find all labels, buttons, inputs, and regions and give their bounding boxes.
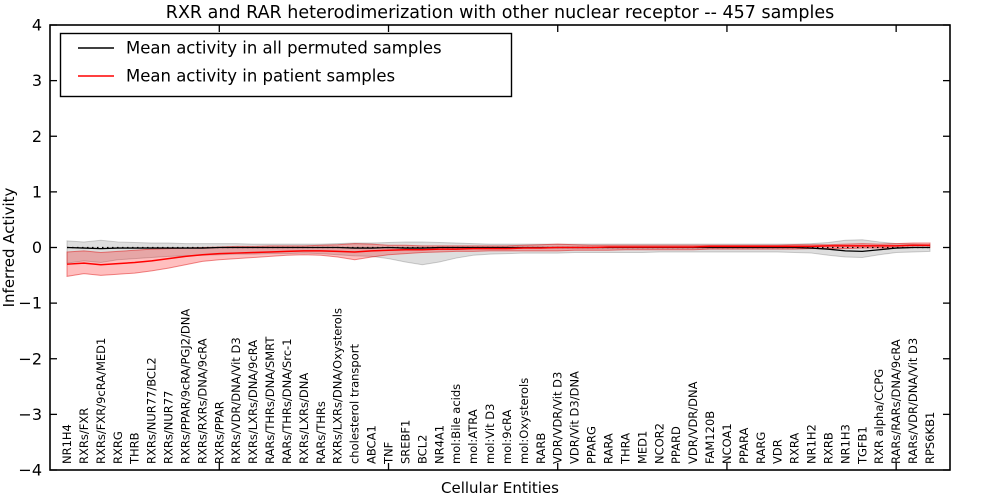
y-tick-label: −3	[18, 405, 42, 424]
x-category-label: RXRs/FXR	[77, 408, 91, 464]
x-category-label: RARs/VDR/DNA/Vit D3	[906, 338, 920, 464]
y-tick-label: 0	[32, 238, 42, 257]
y-tick-label: −1	[18, 294, 42, 313]
x-category-label: FAM120B	[703, 411, 717, 464]
x-category-label: RXRs/FXR/9cRA/MED1	[94, 338, 108, 464]
x-category-label: RARA	[601, 433, 615, 464]
x-category-label: NR1H3	[838, 424, 852, 464]
series-line	[66, 246, 930, 253]
y-tick-label: −4	[18, 461, 42, 480]
x-category-label: RXR alpha/CCPG	[872, 369, 886, 464]
x-category-label: RARs/THRs/DNA/SMRT	[263, 336, 277, 464]
x-category-label: NR1H2	[805, 424, 819, 464]
x-category-label: RXRs/VDR/DNA/Vit D3	[229, 337, 243, 464]
y-tick-label: 4	[32, 16, 42, 35]
x-category-label: RARs/THRs	[314, 401, 328, 464]
x-category-label: NR4A1	[432, 425, 446, 464]
legend-label-patient: Mean activity in patient samples	[126, 67, 395, 86]
x-category-label: RXRG	[111, 431, 125, 464]
x-category-label: mol:Vit D3	[483, 404, 497, 464]
y-tick-label: 3	[32, 71, 42, 90]
x-category-label: RARs/THRs/DNA/Src-1	[280, 338, 294, 464]
legend-label-permuted: Mean activity in all permuted samples	[126, 39, 442, 58]
x-category-label: RXRB	[821, 432, 835, 464]
y-axis-label: Inferred Activity	[0, 187, 18, 307]
x-category-label: RXRs/LXRs/DNA	[297, 373, 311, 464]
x-category-label: mol:ATRA	[466, 409, 480, 464]
x-category-label: SREBF1	[398, 420, 412, 464]
x-category-label: TGFB1	[855, 426, 869, 465]
x-category-label: RXRs/NUR77	[162, 391, 176, 464]
x-category-label: RXRs/LXRs/DNA/Oxysterols	[331, 308, 345, 464]
x-category-label: RXRA	[788, 433, 802, 464]
x-category-label: NR1H4	[60, 424, 74, 464]
legend-box	[59, 32, 513, 98]
x-category-label: mol:Oxysterols	[517, 378, 531, 464]
x-category-label: RXRs/PPAR	[212, 401, 226, 464]
x-category-label: mol:Bile acids	[449, 384, 463, 464]
x-category-label: TNF	[382, 442, 396, 465]
y-tick-label: 1	[32, 182, 42, 201]
y-tick-label: 2	[32, 127, 42, 146]
series-line	[66, 244, 930, 266]
x-category-label: PPARD	[669, 426, 683, 464]
y-tick-label: −2	[18, 349, 42, 368]
x-category-label: RXRs/NUR77/BCL2	[145, 357, 159, 464]
x-category-label: VDR	[771, 439, 785, 464]
x-category-label: RXRs/RXRs/DNA/9cRA	[195, 338, 209, 464]
legend: Mean activity in all permuted samples Me…	[59, 32, 513, 98]
x-category-label: VDR/Vit D3/DNA	[568, 371, 582, 464]
x-category-label: NCOA1	[720, 423, 734, 464]
mean-lines	[66, 244, 930, 266]
x-category-label: RXRs/PPAR/9cRA/PGJ2/DNA	[178, 309, 192, 464]
x-category-label: RPS6KB1	[923, 412, 937, 464]
x-category-label: RARB	[534, 433, 548, 464]
x-category-label: RARs/RARs/DNA/9cRA	[889, 339, 903, 464]
x-category-label: NCOR2	[652, 423, 666, 464]
y-tick-labels: −4 −3 −2 −1 0 1 2 3 4	[18, 16, 42, 480]
x-category-label: RARG	[754, 432, 768, 464]
x-category-label: THRB	[128, 432, 142, 465]
x-category-label: ABCA1	[365, 425, 379, 464]
x-category-labels: NR1H4 RXRs/FXR RXRs/FXR/9cRA/MED1 RXRG THRB R…	[60, 308, 937, 465]
x-category-label: cholesterol transport	[348, 344, 362, 464]
x-axis-label: Cellular Entities	[441, 479, 559, 497]
x-category-label: MED1	[635, 431, 649, 464]
std-bands	[66, 239, 931, 278]
x-category-label: PPARG	[585, 426, 599, 464]
x-category-label: THRA	[618, 433, 632, 465]
x-category-label: RXRs/LXRs/DNA/9cRA	[246, 340, 260, 464]
x-category-label: PPARA	[737, 427, 751, 464]
x-category-label: BCL2	[415, 435, 429, 464]
x-category-label: mol:9cRA	[500, 410, 514, 464]
x-category-label: VDR/VDR/Vit D3	[551, 372, 565, 464]
chart-title: RXR and RAR heterodimerization with othe…	[166, 3, 834, 23]
x-category-label: VDR/VDR/DNA	[686, 381, 700, 464]
plot-frame	[49, 24, 951, 471]
